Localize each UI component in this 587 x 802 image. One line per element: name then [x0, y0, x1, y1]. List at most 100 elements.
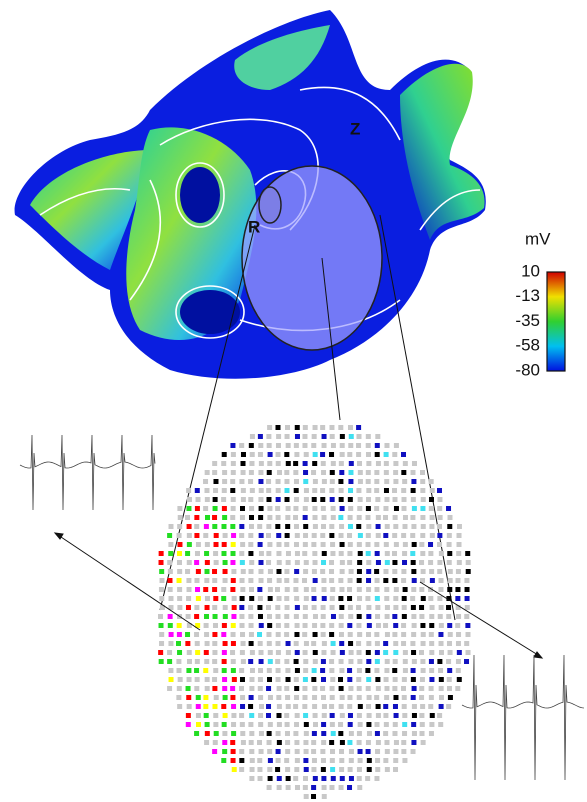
- electrode: [250, 488, 255, 493]
- electrode: [286, 776, 291, 781]
- electrode: [248, 578, 253, 583]
- electrode: [303, 425, 308, 430]
- electrode: [248, 551, 253, 556]
- electrode: [222, 668, 227, 673]
- electrode: [222, 659, 227, 664]
- electrode: [177, 623, 182, 628]
- electrode: [168, 524, 173, 529]
- electrode: [366, 497, 371, 502]
- electrode: [221, 632, 226, 637]
- electrode: [358, 533, 363, 538]
- electrode: [213, 497, 218, 502]
- electrode: [349, 731, 354, 736]
- electrode: [250, 668, 255, 673]
- electrode: [223, 614, 228, 619]
- electrode: [312, 605, 317, 610]
- electrode: [339, 632, 344, 637]
- electrode: [185, 551, 190, 556]
- electrode: [456, 632, 461, 637]
- electrode: [268, 659, 273, 664]
- electrode: [176, 695, 181, 700]
- electrode: [321, 524, 326, 529]
- electrode: [437, 488, 442, 493]
- electrode: [339, 749, 344, 754]
- electrode: [258, 776, 263, 781]
- electrode: [276, 632, 281, 637]
- electrode: [214, 533, 219, 538]
- electrode: [295, 758, 300, 763]
- electrode: [178, 677, 183, 682]
- electrode: [339, 641, 344, 646]
- electrode: [437, 569, 442, 574]
- electrode: [366, 542, 371, 547]
- electrode: [320, 452, 325, 457]
- electrode: [339, 551, 344, 556]
- electrode: [393, 605, 398, 610]
- electrode: [365, 515, 370, 520]
- electrode: [374, 569, 379, 574]
- electrode: [429, 695, 434, 700]
- electrode: [222, 722, 227, 727]
- electrode: [411, 695, 416, 700]
- electrode: [348, 425, 353, 430]
- electrode: [375, 578, 380, 583]
- electrode: [437, 497, 442, 502]
- electrode: [340, 506, 345, 511]
- electrode: [437, 560, 442, 565]
- electrode: [448, 578, 453, 583]
- electrode: [284, 659, 289, 664]
- electrode: [466, 632, 471, 637]
- electrode: [194, 578, 199, 583]
- electrode: [176, 641, 181, 646]
- electrode: [366, 587, 371, 592]
- electrode: [419, 650, 424, 655]
- electrode: [293, 470, 298, 475]
- electrode: [212, 587, 217, 592]
- electrode: [447, 560, 452, 565]
- electrode: [329, 488, 334, 493]
- electrode: [177, 686, 182, 691]
- electrode: [330, 785, 335, 790]
- electrode: [293, 587, 298, 592]
- electrode: [277, 686, 282, 691]
- electrode: [205, 470, 210, 475]
- electrode: [357, 668, 362, 673]
- electrode: [177, 578, 182, 583]
- electrode: [241, 641, 246, 646]
- electrode: [295, 533, 300, 538]
- electrode: [430, 533, 435, 538]
- electrode: [348, 605, 353, 610]
- electrode: [466, 560, 471, 565]
- electrode: [267, 425, 272, 430]
- electrode: [331, 515, 336, 520]
- electrode: [392, 533, 397, 538]
- electrode: [286, 506, 291, 511]
- electrode: [267, 740, 272, 745]
- electrode: [303, 524, 308, 529]
- electrode: [439, 695, 444, 700]
- electrode: [358, 479, 363, 484]
- electrode: [383, 704, 388, 709]
- electrode: [266, 524, 271, 529]
- electrode: [384, 740, 389, 745]
- electrode: [177, 596, 182, 601]
- electrode: [329, 659, 334, 664]
- electrode: [465, 605, 470, 610]
- electrode: [410, 515, 415, 520]
- electrode: [195, 677, 200, 682]
- electrode: [213, 551, 218, 556]
- electrode: [222, 749, 227, 754]
- electrode: [277, 578, 282, 583]
- electrode: [276, 695, 281, 700]
- electrode: [313, 632, 318, 637]
- electrode: [464, 578, 469, 583]
- electrode: [231, 533, 236, 538]
- electrode: [428, 542, 433, 547]
- electrode: [295, 425, 300, 430]
- electrode: [239, 686, 244, 691]
- electrode: [376, 713, 381, 718]
- electrode: [285, 749, 290, 754]
- electrode: [284, 686, 289, 691]
- electrode: [203, 506, 208, 511]
- electrode: [321, 758, 326, 763]
